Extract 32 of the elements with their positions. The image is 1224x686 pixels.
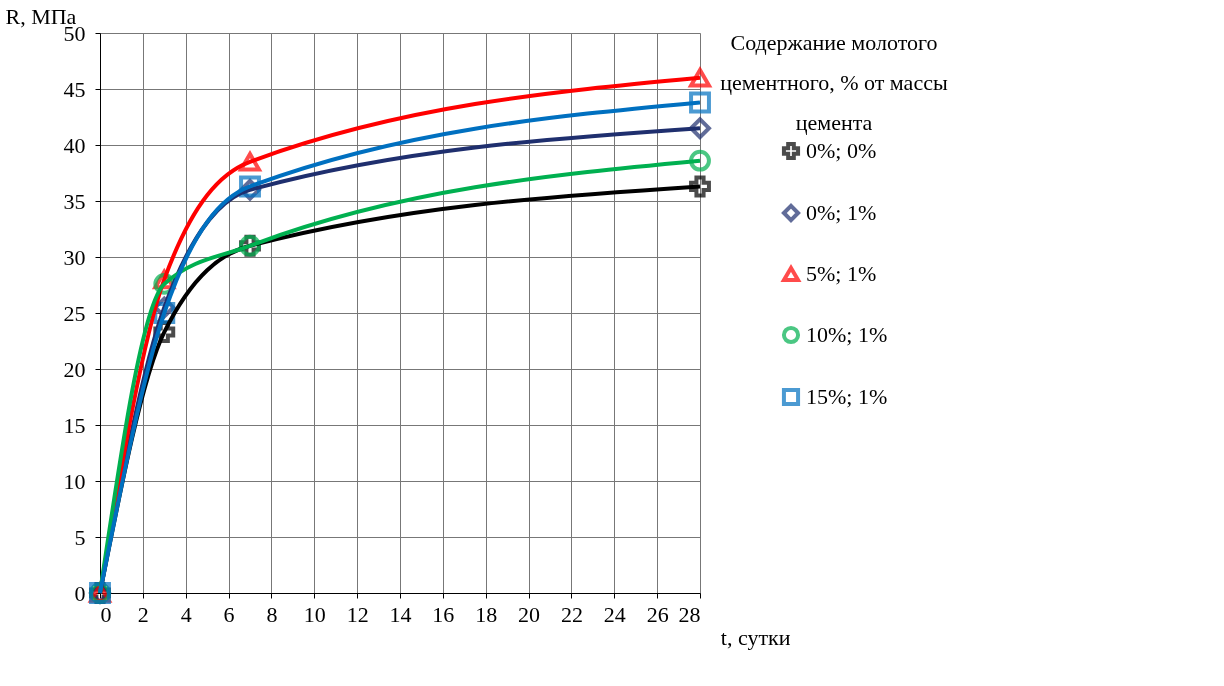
x-tick-label: 26 bbox=[646, 601, 669, 627]
x-tick-label: 4 bbox=[180, 601, 192, 627]
x-tick-label: 16 bbox=[432, 601, 455, 627]
x-tick-label: 14 bbox=[389, 601, 412, 627]
y-tick-label: 35 bbox=[63, 188, 86, 214]
x-tick-label: 28 bbox=[678, 601, 701, 627]
x-tick-label: 24 bbox=[603, 601, 626, 627]
y-tick-label: 0 bbox=[74, 580, 86, 606]
x-axis-title: t, сутки bbox=[720, 624, 791, 650]
legend-label: 0%; 0% bbox=[806, 138, 877, 163]
x-tick-label: 0 bbox=[100, 601, 112, 627]
x-tick-label: 12 bbox=[346, 601, 369, 627]
x-tick-label: 10 bbox=[303, 601, 326, 627]
y-tick-label: 45 bbox=[63, 76, 86, 102]
y-tick-label: 10 bbox=[63, 468, 86, 494]
x-tick-label: 6 bbox=[223, 601, 235, 627]
legend-label: 15%; 1% bbox=[806, 384, 888, 409]
y-tick-label: 5 bbox=[74, 524, 86, 550]
y-tick-label: 30 bbox=[63, 244, 86, 270]
legend-title: Содержание молотого цементного, % от массы цемента bbox=[720, 30, 948, 135]
y-tick-label: 15 bbox=[63, 412, 86, 438]
x-tick-label: 18 bbox=[475, 601, 498, 627]
legend-label: 0%; 1% bbox=[806, 200, 877, 225]
x-tick-label: 22 bbox=[560, 601, 583, 627]
y-tick-label: 40 bbox=[63, 132, 86, 158]
y-tick-label: 25 bbox=[63, 300, 86, 326]
legend-label: 5%; 1% bbox=[806, 261, 877, 286]
y-tick-label: 20 bbox=[63, 356, 86, 382]
x-tick-label: 20 bbox=[518, 601, 541, 627]
x-tick-label: 2 bbox=[137, 601, 149, 627]
legend-label: 10%; 1% bbox=[806, 322, 888, 347]
x-tick-label: 8 bbox=[266, 601, 278, 627]
